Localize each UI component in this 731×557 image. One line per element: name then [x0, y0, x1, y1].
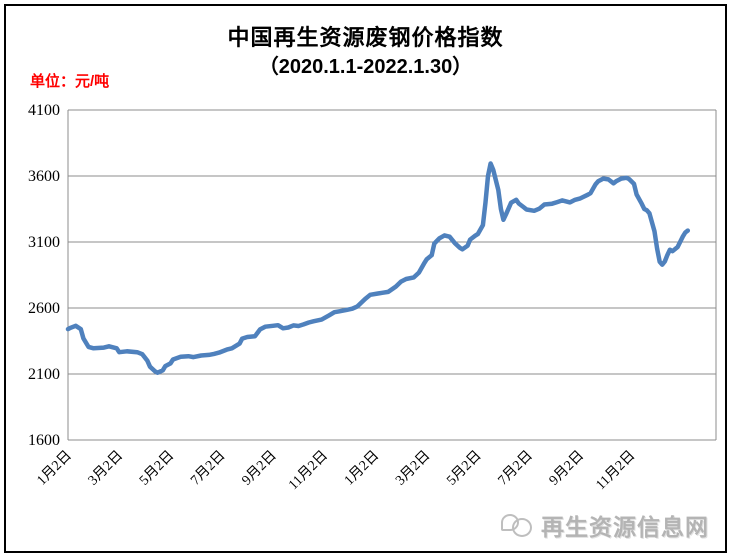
y-tick-label: 1600: [28, 432, 60, 449]
watermark-text: 再生资源信息网: [541, 514, 709, 540]
speech-bubbles-logo-icon: [501, 512, 535, 538]
image-border-frame: [4, 4, 727, 553]
x-tick-label: 9月2日: [239, 448, 280, 489]
x-tick-label: 5月2日: [136, 448, 177, 489]
x-tick-label: 1月2日: [34, 448, 75, 489]
x-tick-label: 3月2日: [392, 448, 433, 489]
chart-subtitle: （2020.1.1-2022.1.30）: [258, 56, 473, 78]
price-line: [65, 161, 691, 375]
y-tick-label: 2100: [28, 366, 60, 383]
unit-label: 单位：元/吨: [30, 73, 110, 90]
x-tick-label: 11月2日: [593, 448, 639, 494]
y-tick-label: 2600: [28, 300, 60, 317]
x-tick-label: 9月2日: [546, 448, 587, 489]
x-tick-label: 5月2日: [444, 448, 485, 489]
x-tick-label: 7月2日: [187, 448, 228, 489]
x-tick-label: 7月2日: [495, 448, 536, 489]
y-tick-label: 3600: [28, 168, 60, 185]
x-tick-label: 1月2日: [341, 448, 382, 489]
watermark: 再生资源信息网: [501, 508, 709, 542]
y-tick-label: 3100: [28, 234, 60, 251]
x-tick-label: 11月2日: [285, 448, 331, 494]
y-tick-label: 4100: [28, 102, 60, 119]
chart-title: 中国再生资源废钢价格指数: [227, 25, 504, 50]
x-tick-label: 3月2日: [85, 448, 126, 489]
